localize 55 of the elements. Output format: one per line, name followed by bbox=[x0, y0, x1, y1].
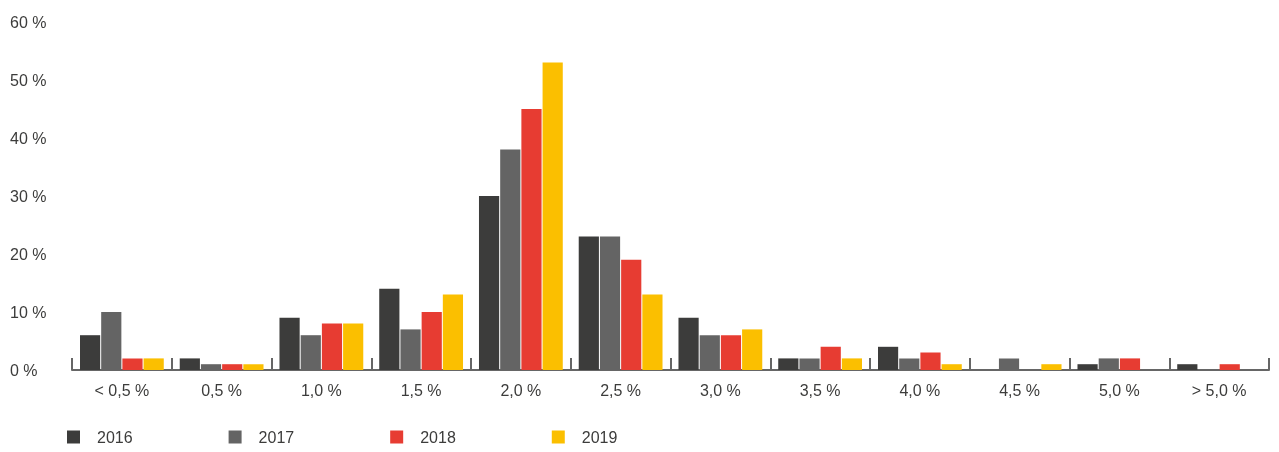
bar bbox=[1077, 364, 1098, 370]
y-tick-label: 30 % bbox=[10, 187, 47, 205]
y-tick-label: 10 % bbox=[10, 303, 47, 321]
y-tick-label: 0 % bbox=[10, 361, 38, 379]
bar bbox=[841, 358, 863, 370]
bar bbox=[343, 323, 364, 370]
x-tick-label: 1,0 % bbox=[300, 381, 342, 399]
y-tick-label: 50 % bbox=[10, 71, 47, 89]
bar bbox=[478, 196, 500, 370]
bar bbox=[1219, 364, 1240, 370]
bar bbox=[720, 335, 742, 370]
x-tick-label: 4,5 % bbox=[999, 381, 1041, 399]
bar bbox=[321, 323, 343, 370]
legend-label: 2017 bbox=[258, 428, 295, 446]
legend-label: 2019 bbox=[581, 428, 618, 446]
legend-label: 2016 bbox=[97, 428, 133, 446]
bar bbox=[122, 358, 143, 370]
bar bbox=[379, 288, 400, 370]
bar bbox=[79, 335, 101, 370]
bar bbox=[421, 312, 442, 370]
y-tick-label: 20 % bbox=[10, 245, 47, 263]
x-tick-label: 3,0 % bbox=[699, 381, 741, 399]
x-tick-label: 5,0 % bbox=[1098, 381, 1140, 399]
bar bbox=[742, 329, 763, 370]
bar bbox=[1041, 364, 1062, 370]
bar bbox=[243, 364, 264, 370]
bar bbox=[179, 358, 200, 370]
bar bbox=[678, 317, 699, 370]
x-tick-label: 3,5 % bbox=[799, 381, 841, 399]
bar bbox=[542, 62, 563, 370]
bar bbox=[578, 236, 599, 370]
bar bbox=[143, 358, 164, 370]
bar bbox=[877, 346, 899, 370]
bar bbox=[1119, 358, 1141, 370]
bar bbox=[621, 259, 642, 370]
x-tick-label: 0,5 % bbox=[201, 381, 243, 399]
x-tick-label: < 0,5 % bbox=[94, 381, 150, 399]
x-tick-label: 2,0 % bbox=[500, 381, 542, 399]
legend-label: 2018 bbox=[420, 428, 456, 446]
x-tick-label: 4,0 % bbox=[899, 381, 941, 399]
y-tick-label: 60 % bbox=[10, 13, 47, 31]
bar bbox=[820, 346, 841, 370]
x-tick-label: > 5,0 % bbox=[1191, 381, 1247, 399]
bar bbox=[521, 109, 542, 370]
bar bbox=[642, 294, 663, 370]
x-tick-label: 1,5 % bbox=[400, 381, 442, 399]
x-tick-label: 2,5 % bbox=[600, 381, 642, 399]
bar bbox=[941, 364, 962, 370]
bar bbox=[920, 352, 941, 370]
bar bbox=[279, 317, 300, 370]
bar bbox=[778, 358, 799, 370]
bar bbox=[1177, 364, 1198, 370]
bar bbox=[222, 364, 243, 370]
y-tick-label: 40 % bbox=[10, 129, 47, 147]
bar bbox=[442, 294, 464, 370]
